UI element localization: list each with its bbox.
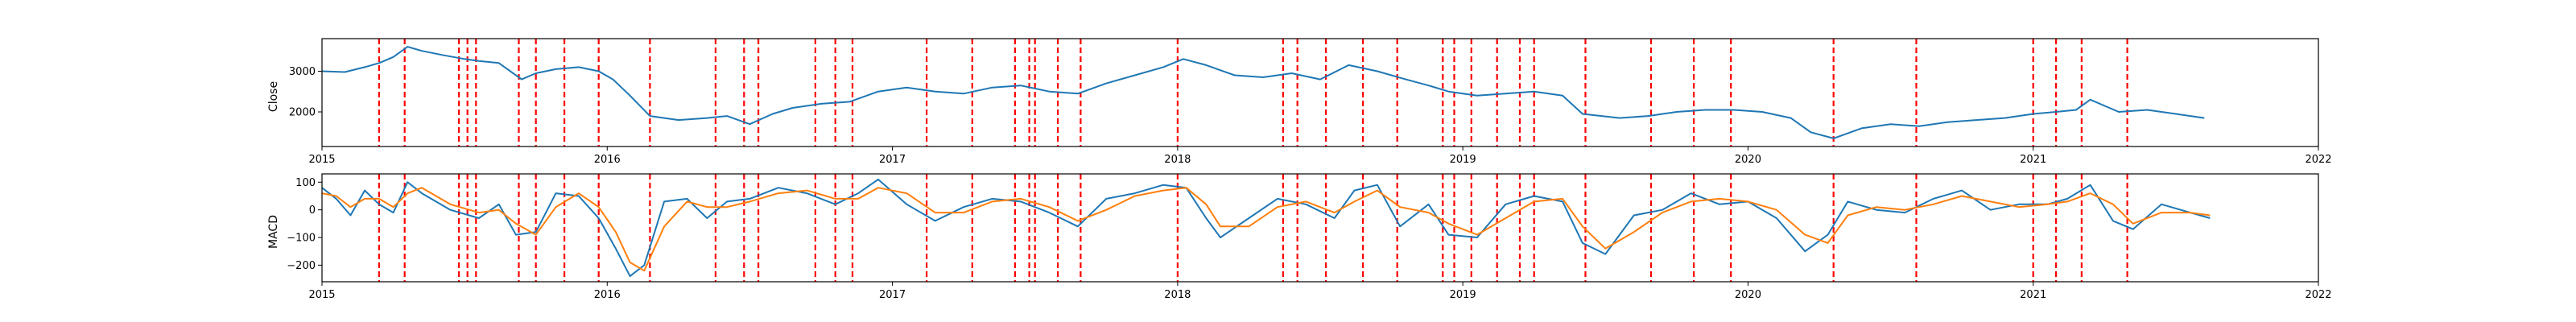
macd-signal-lines bbox=[378, 174, 2128, 282]
macd-y-tick-label: 0 bbox=[309, 204, 316, 217]
macd-plot-frame bbox=[321, 173, 2319, 283]
close-x-axis: 2015 2016 2017 2018 2019 2020 2021 2022 bbox=[308, 147, 2332, 166]
macd-x-tick-label: 2020 bbox=[1735, 289, 1761, 301]
macd-x-tick-label: 2015 bbox=[308, 289, 335, 301]
macd-y-tick-label: −100 bbox=[287, 233, 316, 245]
macd-ylabel: MACD bbox=[267, 215, 280, 249]
macd-subplot: MACD 2015 2016 2017 2018 2019 2020 2021 2022 −2… bbox=[267, 173, 2332, 301]
close-x-tick-label: 2015 bbox=[308, 154, 335, 166]
close-x-tick-label: 2020 bbox=[1735, 154, 1761, 166]
close-series-group bbox=[321, 46, 2205, 139]
macd-x-tick-label: 2019 bbox=[1450, 289, 1476, 301]
macd-x-tick-label: 2017 bbox=[879, 289, 906, 301]
close-x-tick-label: 2017 bbox=[879, 154, 906, 166]
macd-x-tick-label: 2018 bbox=[1164, 289, 1191, 301]
close-x-tick-label: 2021 bbox=[2020, 154, 2046, 166]
close-signal-lines bbox=[378, 39, 2128, 147]
macd-series-line-2 bbox=[321, 187, 2211, 272]
close-y-tick-label: 3000 bbox=[289, 66, 316, 78]
macd-y-axis: −200 −100 0 100 bbox=[287, 177, 322, 272]
close-ylabel: Close bbox=[267, 81, 280, 112]
close-x-tick-label: 2016 bbox=[594, 154, 621, 166]
close-x-tick-label: 2022 bbox=[2305, 154, 2331, 166]
close-y-tick-label: 2000 bbox=[289, 107, 316, 119]
close-subplot: Close 2015 2016 2017 2018 2019 2020 2021 2022 2… bbox=[267, 38, 2332, 166]
macd-series-group bbox=[321, 178, 2211, 278]
close-x-tick-label: 2019 bbox=[1450, 154, 1476, 166]
macd-x-tick-label: 2022 bbox=[2305, 289, 2331, 301]
close-x-tick-label: 2018 bbox=[1164, 154, 1191, 166]
macd-x-tick-label: 2016 bbox=[594, 289, 621, 301]
macd-y-tick-label: −200 bbox=[287, 260, 316, 272]
macd-y-tick-label: 100 bbox=[295, 177, 316, 189]
close-y-axis: 2000 3000 bbox=[289, 66, 322, 119]
macd-x-tick-label: 2021 bbox=[2020, 289, 2046, 301]
close-plot-frame bbox=[321, 38, 2319, 147]
macd-x-axis: 2015 2016 2017 2018 2019 2020 2021 2022 bbox=[308, 282, 2332, 301]
close-series-line-1 bbox=[321, 46, 2205, 139]
